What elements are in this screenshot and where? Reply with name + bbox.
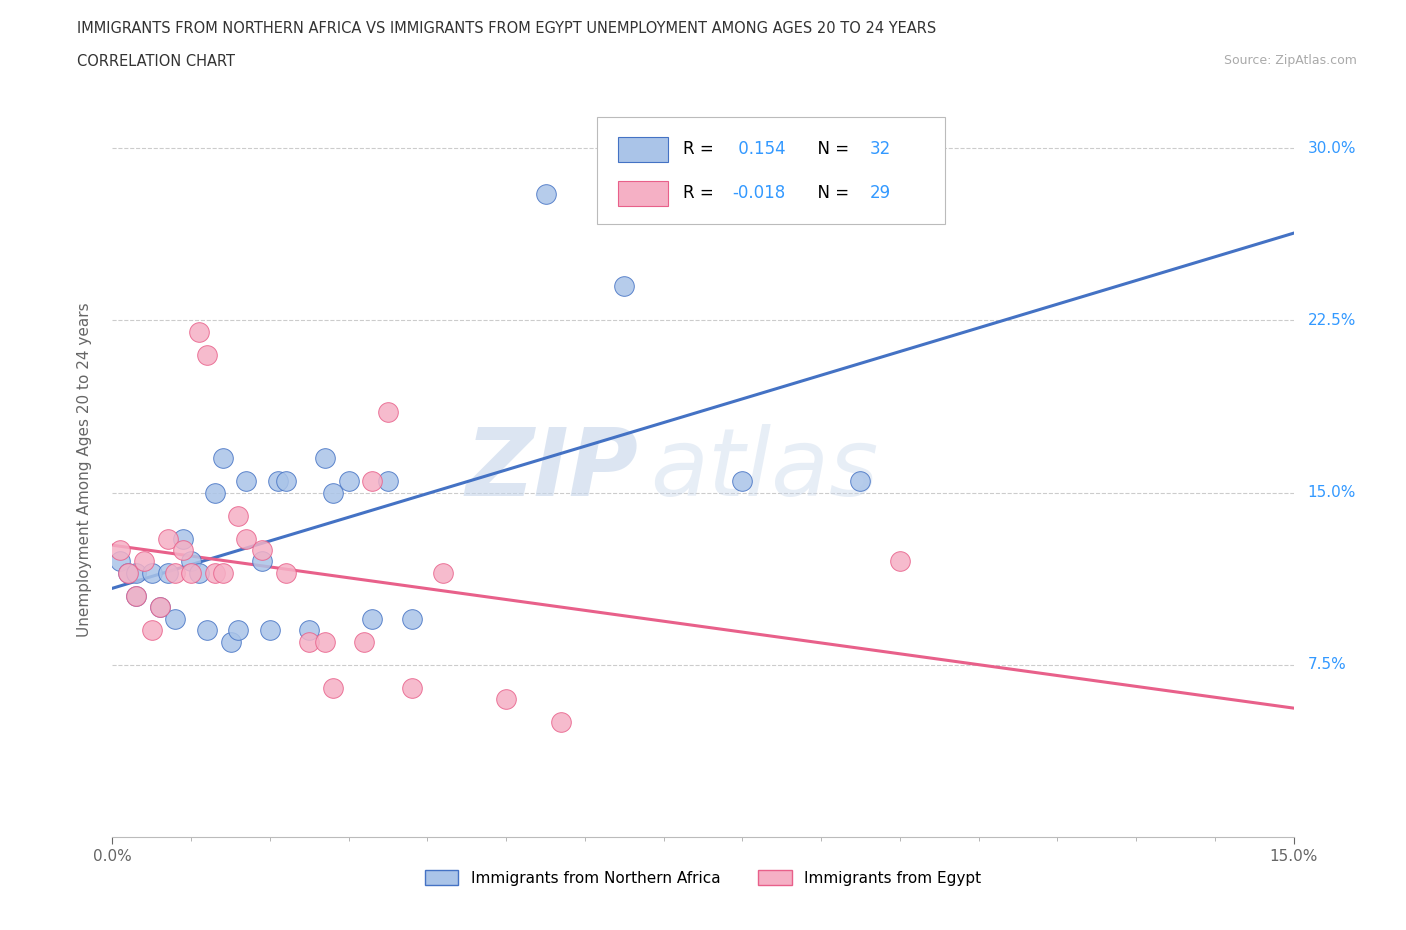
Point [432, 565, 454, 580]
Point [219, 634, 242, 649]
Point [337, 473, 360, 488]
Legend: Immigrants from Northern Africa, Immigrants from Egypt: Immigrants from Northern Africa, Immigra… [419, 864, 987, 892]
Point [228, 623, 250, 638]
Point [195, 348, 218, 363]
Point [274, 565, 297, 580]
Point [211, 565, 233, 580]
Point [172, 542, 194, 557]
Y-axis label: Unemployment Among Ages 20 to 24 years: Unemployment Among Ages 20 to 24 years [77, 302, 91, 637]
Point [401, 681, 423, 696]
Point [211, 451, 233, 466]
Point [322, 485, 344, 500]
Point [156, 531, 179, 546]
Point [550, 715, 572, 730]
Text: 0.154: 0.154 [733, 140, 785, 157]
Point [267, 473, 290, 488]
Point [125, 565, 148, 580]
Point [314, 451, 336, 466]
Point [361, 473, 384, 488]
Text: ZIP: ZIP [465, 424, 638, 515]
Point [141, 623, 163, 638]
Point [377, 473, 399, 488]
Point [204, 565, 226, 580]
Point [149, 600, 172, 615]
Point [141, 565, 163, 580]
FancyBboxPatch shape [619, 137, 668, 162]
Point [125, 589, 148, 604]
Point [110, 554, 132, 569]
Point [204, 485, 226, 500]
Point [188, 325, 211, 339]
Point [849, 473, 872, 488]
Point [259, 623, 281, 638]
Point [361, 611, 384, 626]
Text: R =: R = [683, 140, 718, 157]
Point [250, 554, 273, 569]
Text: Source: ZipAtlas.com: Source: ZipAtlas.com [1223, 54, 1357, 67]
Point [534, 187, 557, 202]
Point [188, 565, 211, 580]
Point [298, 623, 321, 638]
Text: 29: 29 [869, 183, 890, 202]
Text: 30.0%: 30.0% [1308, 140, 1357, 155]
Point [322, 681, 344, 696]
Text: R =: R = [683, 183, 718, 202]
Point [165, 565, 187, 580]
Point [195, 623, 218, 638]
Point [495, 692, 517, 707]
Point [235, 531, 257, 546]
Point [125, 589, 148, 604]
Point [132, 554, 155, 569]
Text: -0.018: -0.018 [733, 183, 786, 202]
Text: N =: N = [807, 183, 855, 202]
Point [117, 565, 139, 580]
Text: CORRELATION CHART: CORRELATION CHART [77, 54, 235, 69]
Point [235, 473, 257, 488]
Point [165, 611, 187, 626]
Point [180, 554, 202, 569]
Text: IMMIGRANTS FROM NORTHERN AFRICA VS IMMIGRANTS FROM EGYPT UNEMPLOYMENT AMONG AGES: IMMIGRANTS FROM NORTHERN AFRICA VS IMMIG… [77, 21, 936, 36]
FancyBboxPatch shape [596, 117, 945, 223]
Point [613, 279, 636, 294]
Point [117, 565, 139, 580]
Point [298, 634, 321, 649]
Point [377, 405, 399, 419]
Point [180, 565, 202, 580]
Point [274, 473, 297, 488]
Text: 22.5%: 22.5% [1308, 312, 1355, 328]
Point [401, 611, 423, 626]
Point [228, 508, 250, 523]
Point [110, 542, 132, 557]
FancyBboxPatch shape [619, 181, 668, 206]
Point [149, 600, 172, 615]
Point [172, 531, 194, 546]
Text: atlas: atlas [650, 424, 879, 515]
Point [731, 473, 754, 488]
Point [889, 554, 911, 569]
Point [250, 542, 273, 557]
Text: N =: N = [807, 140, 855, 157]
Text: 7.5%: 7.5% [1308, 658, 1347, 672]
Point [314, 634, 336, 649]
Text: 15.0%: 15.0% [1308, 485, 1355, 500]
Text: 32: 32 [869, 140, 891, 157]
Point [353, 634, 375, 649]
Point [156, 565, 179, 580]
